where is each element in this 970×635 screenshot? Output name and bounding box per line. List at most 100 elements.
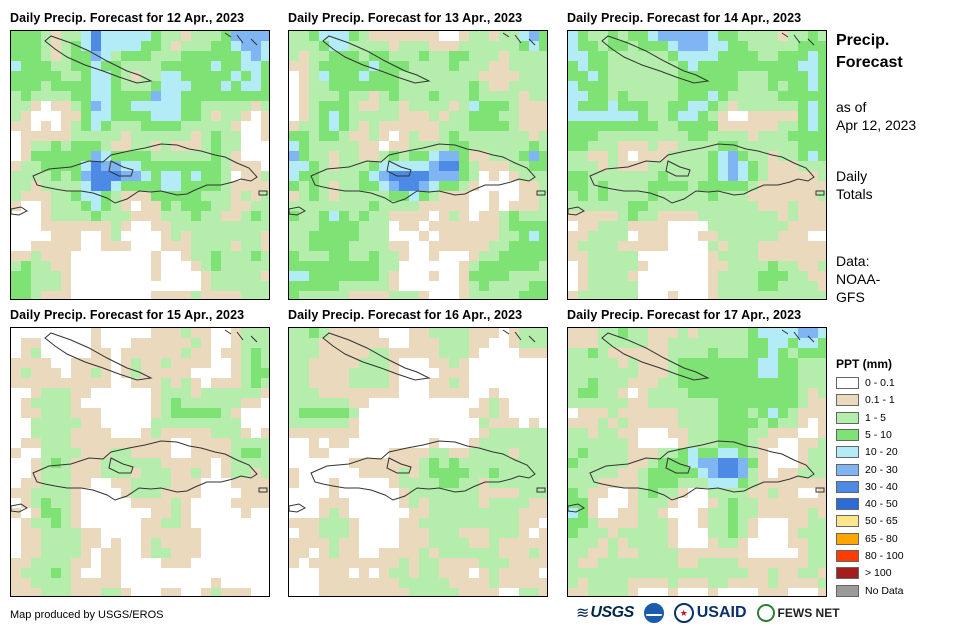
precip-cell [519,101,529,111]
precip-cell [261,458,269,468]
precip-cell [81,221,91,231]
precip-cell [309,101,319,111]
precip-cell [299,518,309,528]
precip-cell [181,51,191,61]
precip-cell [429,181,439,191]
precip-cell [141,428,151,438]
precip-cell [758,388,768,398]
precip-cell [768,231,778,241]
precip-cell [399,31,409,41]
precip-cell [648,328,658,338]
precip-cell [588,171,598,181]
precip-cell [798,201,808,211]
precip-cell [618,558,628,568]
precip-cell [768,51,778,61]
precip-cell [161,488,171,498]
precip-cell [718,558,728,568]
precip-cell [568,71,578,81]
precip-cell [379,211,389,221]
precip-cell [389,101,399,111]
precip-cell [678,388,688,398]
precip-cell [688,548,698,558]
precip-cell [678,378,688,388]
precip-cell [299,31,309,41]
precip-cell [241,171,251,181]
precip-cell [678,478,688,488]
precip-cell [588,498,598,508]
as-of-line2: Apr 12, 2023 [836,117,917,133]
precip-cell [349,101,359,111]
precip-cell [191,221,201,231]
precip-cell [608,111,618,121]
precip-cell [529,161,539,171]
precip-cell [419,101,429,111]
precip-cell [319,328,329,338]
precip-cell [499,141,509,151]
precip-cell [588,41,598,51]
precip-cell [718,201,728,211]
precip-cell [261,91,269,101]
precip-cell [768,558,778,568]
precip-cell [578,478,588,488]
precip-cell [568,398,578,408]
precip-cell [51,31,61,41]
precip-cell [479,31,489,41]
precip-cell [529,281,539,291]
precip-cell [11,171,21,181]
precip-cell [499,101,509,111]
precip-cell [171,191,181,201]
precip-cell [598,398,608,408]
precip-cell [309,378,319,388]
precip-cell [409,478,419,488]
precip-cell [678,438,688,448]
precip-cell [289,61,299,71]
precip-cell [499,91,509,101]
precip-cell [658,328,668,338]
precip-cell [211,281,221,291]
totals-label: Daily Totals [836,167,873,203]
precip-cell [578,398,588,408]
precip-cell [21,548,31,558]
precip-cell [748,281,758,291]
precip-cell [261,41,269,51]
precip-cell [648,348,658,358]
precip-cell [211,408,221,418]
precip-cell [469,528,479,538]
precip-cell [758,418,768,428]
precip-cell [181,428,191,438]
precip-cell [738,518,748,528]
precip-cell [31,548,41,558]
precip-cell [309,338,319,348]
precip-cell [289,31,299,41]
precip-cell [251,438,261,448]
precip-cell [748,408,758,418]
precip-cell [349,368,359,378]
precip-cell [419,528,429,538]
precip-cell [11,41,21,51]
precip-cell [818,201,826,211]
precip-cell [738,211,748,221]
precip-cell [349,388,359,398]
precip-cell [379,221,389,231]
precip-cell [499,408,509,418]
precip-cell [399,518,409,528]
precip-cell [648,458,658,468]
legend-swatch [836,550,859,562]
precip-cell [339,191,349,201]
precip-cell [251,498,261,508]
precip-cell [568,498,578,508]
precip-cell [678,51,688,61]
precip-cell [329,211,339,221]
precip-cell [309,348,319,358]
precip-cell [439,161,449,171]
precip-cell [628,111,638,121]
precip-cell [21,558,31,568]
precip-cell [349,578,359,588]
precip-cell [479,91,489,101]
precip-cell [598,171,608,181]
precip-cell [658,568,668,578]
precip-cell [738,388,748,398]
precip-cell [788,498,798,508]
precip-cell [708,51,718,61]
bahamas-coastline [781,329,815,343]
